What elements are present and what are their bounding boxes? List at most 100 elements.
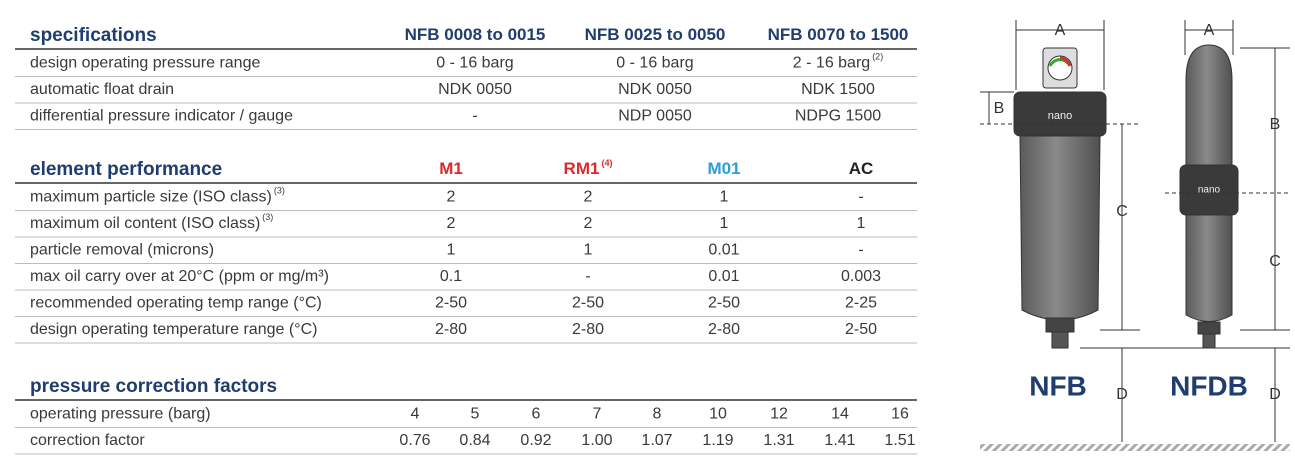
column-header: NFB 0025 to 0050	[585, 25, 726, 44]
cell: 2-50	[708, 295, 740, 312]
cell-text: 0.1	[440, 268, 462, 285]
cell: -	[585, 268, 590, 285]
cell: 7	[593, 406, 602, 423]
cell-text: 1	[857, 215, 866, 232]
cell: 2 - 16 barg (2)	[793, 52, 883, 72]
cell: 1.41	[824, 432, 855, 449]
row-label-text: maximum particle size (ISO class)	[30, 189, 272, 206]
cell: 2-80	[435, 321, 467, 338]
cell: 1.31	[763, 432, 794, 449]
cell-text: NDK 1500	[801, 81, 875, 98]
cell: 2-50	[845, 321, 877, 338]
section-title-text: element performance	[30, 159, 222, 180]
dim-label: A	[1055, 22, 1066, 39]
cell: 10	[709, 406, 727, 423]
cell: 2-25	[845, 295, 877, 312]
cell: NDK 1500	[801, 81, 875, 98]
section-title-text: specifications	[30, 25, 157, 46]
column-header-text: M1	[439, 159, 463, 178]
cell-text: 1	[584, 242, 593, 259]
cell: -	[858, 189, 863, 206]
cell-text: 16	[891, 406, 909, 423]
column-header-text: NFB 0025 to 0050	[585, 25, 726, 44]
row-label: recommended operating temp range (°C)	[30, 295, 322, 312]
cell: 1	[447, 242, 456, 259]
cell-text: -	[472, 108, 477, 125]
cell-text: 1	[720, 189, 729, 206]
row-label: operating pressure (barg)	[30, 406, 211, 423]
cell: NDK 0050	[438, 81, 512, 98]
dim-label: D	[1116, 386, 1128, 403]
cell: NDPG 1500	[795, 108, 881, 125]
cell: NDK 0050	[618, 81, 692, 98]
cell-text: -	[858, 189, 863, 206]
row-label: particle removal (microns)	[30, 242, 214, 259]
cell-text: -	[585, 268, 590, 285]
cell: 4	[411, 406, 420, 423]
row-label-text: particle removal (microns)	[30, 242, 214, 259]
row-label-text: correction factor	[30, 432, 145, 449]
column-header: M01	[707, 159, 740, 178]
section-title: element performance	[30, 159, 222, 180]
cell-text: 5	[471, 406, 480, 423]
cell-text: 1.07	[641, 432, 672, 449]
column-header: NFB 0070 to 1500	[768, 25, 909, 44]
bowl	[1019, 135, 1101, 321]
cell-text: 10	[709, 406, 727, 423]
row-label-text: maximum oil content (ISO class)	[30, 215, 260, 232]
cell: 2	[584, 189, 593, 206]
column-header-text: RM1	[564, 159, 600, 178]
cell-text: 1.41	[824, 432, 855, 449]
cell: 2	[584, 215, 593, 232]
logo: nano	[1048, 110, 1072, 122]
cell-text: 1.00	[581, 432, 612, 449]
cell: 0.84	[459, 432, 490, 449]
row-label-text: design operating pressure range	[30, 55, 260, 72]
dim-label: C	[1269, 253, 1281, 270]
cell: 1.19	[702, 432, 733, 449]
cell: 2	[447, 189, 456, 206]
row-label-text: max oil carry over at 20°C (ppm or mg/m³…	[30, 268, 329, 285]
column-header: NFB 0008 to 0015	[405, 25, 546, 44]
cell-text: NDPG 1500	[795, 108, 881, 125]
cell-text: 2-80	[572, 321, 604, 338]
row-label: maximum oil content (ISO class) (3)	[30, 212, 273, 232]
cell-text: 1.51	[884, 432, 915, 449]
cell-text: 0.76	[399, 432, 430, 449]
row-label: differential pressure indicator / gauge	[30, 108, 293, 125]
dim-label: B	[994, 100, 1005, 117]
cell: 2	[447, 215, 456, 232]
row-label: design operating pressure range	[30, 55, 260, 72]
cell: 0.1	[440, 268, 462, 285]
model-name: NFDB	[1170, 370, 1248, 401]
cell-text: 0.01	[708, 242, 739, 259]
cell: 6	[532, 406, 541, 423]
cell: 0.01	[708, 242, 739, 259]
cell-text: 2-50	[708, 295, 740, 312]
cell-text: 2-25	[845, 295, 877, 312]
column-header-text: AC	[849, 159, 874, 178]
section-title: specifications	[30, 25, 157, 46]
cell: 0.76	[399, 432, 430, 449]
footnote-ref: (3)	[274, 186, 285, 196]
lower-bowl	[1185, 214, 1233, 322]
cell: 1.07	[641, 432, 672, 449]
ground	[980, 444, 1290, 451]
cell: 5	[471, 406, 480, 423]
dimension-lines	[980, 20, 1290, 442]
dim-label: D	[1269, 386, 1281, 403]
cell: 0 - 16 barg	[436, 55, 513, 72]
cell-text: -	[858, 242, 863, 259]
dim-label: C	[1116, 203, 1128, 220]
cell: 8	[653, 406, 662, 423]
cell: 0.01	[708, 268, 739, 285]
cell: NDP 0050	[618, 108, 692, 125]
column-header-text: NFB 0070 to 1500	[768, 25, 909, 44]
cell-text: 0.92	[520, 432, 551, 449]
row-label-text: design operating temperature range (°C)	[30, 321, 317, 338]
cell-text: 2	[584, 215, 593, 232]
cell-text: 2-50	[572, 295, 604, 312]
cell: 14	[831, 406, 849, 423]
cell-text: 6	[532, 406, 541, 423]
